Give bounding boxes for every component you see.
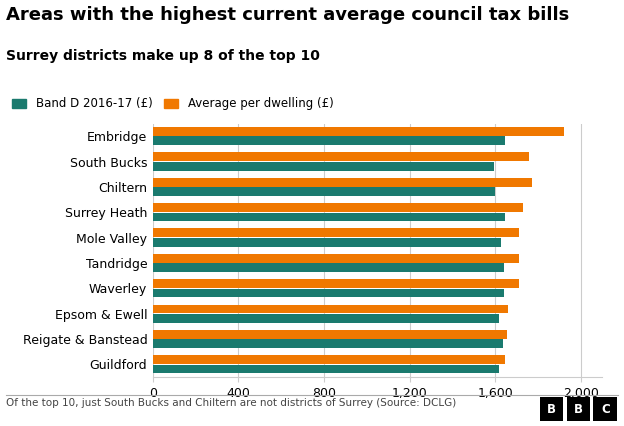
Text: Of the top 10, just South Bucks and Chiltern are not districts of Surrey (Source: Of the top 10, just South Bucks and Chil… [6, 398, 457, 408]
Bar [153, 238, 500, 247]
Bar [153, 279, 519, 288]
Text: B: B [547, 403, 556, 416]
Bar [153, 365, 499, 374]
Bar [153, 153, 529, 161]
Bar [153, 228, 519, 237]
Bar [153, 355, 505, 364]
Bar [153, 330, 507, 339]
Bar [153, 127, 563, 136]
Bar [153, 187, 495, 196]
Bar [153, 254, 519, 263]
Bar [153, 213, 505, 222]
Text: C: C [601, 403, 610, 416]
Bar [153, 136, 505, 145]
Bar [153, 314, 499, 323]
Bar [153, 305, 508, 314]
Text: B: B [574, 403, 583, 416]
Text: Surrey districts make up 8 of the top 10: Surrey districts make up 8 of the top 10 [6, 49, 320, 63]
Bar [153, 203, 523, 212]
Bar [153, 263, 504, 272]
Legend: Band D 2016-17 (£), Average per dwelling (£): Band D 2016-17 (£), Average per dwelling… [12, 98, 334, 110]
Bar [153, 162, 494, 171]
Text: Areas with the highest current average council tax bills: Areas with the highest current average c… [6, 6, 570, 24]
Bar [153, 339, 503, 348]
Bar [153, 178, 532, 187]
Bar [153, 288, 504, 297]
